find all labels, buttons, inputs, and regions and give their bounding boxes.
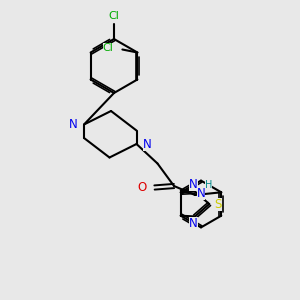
Text: H: H xyxy=(205,180,212,190)
Text: N: N xyxy=(196,187,205,200)
Text: O: O xyxy=(138,181,147,194)
Text: N: N xyxy=(189,217,198,230)
Text: N: N xyxy=(189,178,198,191)
Text: N: N xyxy=(69,118,77,131)
Text: Cl: Cl xyxy=(109,11,119,21)
Text: N: N xyxy=(143,137,152,151)
Text: S: S xyxy=(214,197,222,211)
Text: Cl: Cl xyxy=(103,43,113,53)
